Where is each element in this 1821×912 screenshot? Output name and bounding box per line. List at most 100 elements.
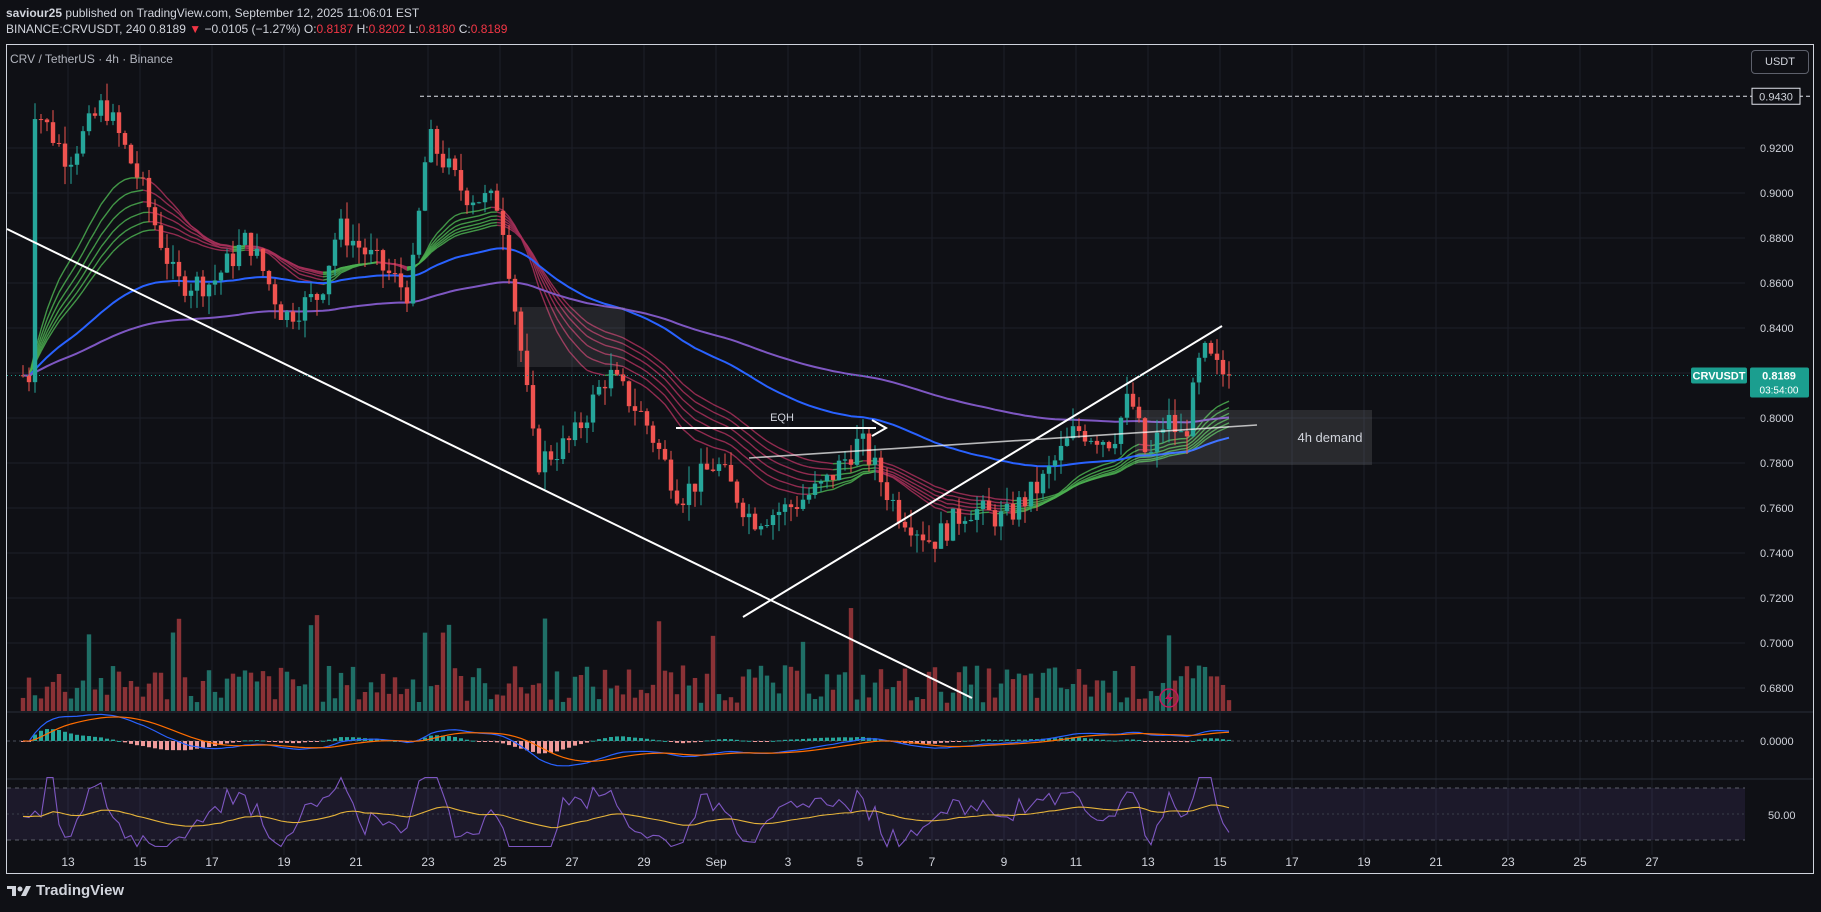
ribbon-segment bbox=[274, 253, 282, 259]
candle-body bbox=[170, 261, 176, 264]
ribbon-segment bbox=[592, 371, 600, 375]
candle-body bbox=[968, 519, 974, 522]
ribbon-segment bbox=[1162, 453, 1170, 457]
candle-body bbox=[884, 482, 890, 501]
macd-histogram-bar bbox=[351, 737, 355, 741]
macd-histogram-bar bbox=[99, 737, 103, 741]
candle-body bbox=[50, 122, 56, 143]
x-tick-label: Sep bbox=[705, 855, 727, 869]
candle-body bbox=[992, 510, 998, 527]
ribbon-segment bbox=[910, 490, 918, 496]
ribbon-segment bbox=[682, 399, 690, 406]
ribbon-segment bbox=[436, 226, 444, 234]
volume-bar bbox=[626, 669, 632, 711]
macd-histogram-bar bbox=[507, 741, 511, 746]
ribbon-segment bbox=[796, 485, 804, 489]
ribbon-segment bbox=[214, 243, 222, 247]
volume-bar bbox=[518, 687, 524, 711]
macd-histogram-bar bbox=[393, 740, 397, 742]
volume-bar bbox=[608, 688, 614, 711]
ribbon-segment bbox=[334, 269, 342, 275]
candle-body bbox=[248, 232, 254, 256]
ribbon-line bbox=[22, 211, 1230, 508]
ribbon-segment bbox=[454, 233, 462, 237]
ribbon-segment bbox=[82, 274, 90, 285]
candle-body bbox=[350, 240, 356, 246]
candle-body bbox=[572, 422, 578, 441]
macd-histogram-bar bbox=[957, 741, 961, 742]
ribbon-segment bbox=[286, 264, 294, 271]
ribbon-segment bbox=[118, 240, 126, 247]
ribbon-segment bbox=[586, 335, 594, 341]
macd-histogram-bar bbox=[279, 741, 283, 743]
macd-histogram-bar bbox=[663, 740, 667, 742]
candle-body bbox=[518, 311, 524, 351]
macd-histogram-bar bbox=[669, 741, 673, 742]
volume-bar bbox=[1220, 684, 1226, 711]
volume-bar bbox=[350, 666, 356, 711]
candle-body bbox=[224, 253, 230, 273]
ribbon-segment bbox=[94, 234, 102, 246]
ribbon-segment bbox=[592, 358, 600, 363]
ribbon-segment bbox=[1192, 434, 1200, 442]
ribbon-segment bbox=[436, 241, 444, 247]
macd-histogram-bar bbox=[465, 739, 469, 741]
ribbon-segment bbox=[1090, 473, 1098, 478]
ribbon-segment bbox=[256, 246, 264, 250]
ribbon-segment bbox=[442, 230, 450, 237]
volume-bar bbox=[710, 635, 716, 711]
ribbon-segment bbox=[712, 437, 720, 441]
ribbon-segment bbox=[724, 433, 732, 438]
volume-bar bbox=[1088, 696, 1094, 711]
ribbon-segment bbox=[130, 202, 138, 207]
ribbon-segment bbox=[1198, 436, 1206, 443]
ribbon-segment bbox=[892, 468, 900, 473]
ribbon-segment bbox=[940, 496, 948, 501]
ribbon-segment bbox=[430, 237, 438, 246]
volume-bar bbox=[572, 676, 578, 711]
volume-bar bbox=[146, 683, 152, 711]
y-tick-label: 0.7800 bbox=[1760, 458, 1794, 470]
ribbon-segment bbox=[736, 432, 744, 439]
ribbon-segment bbox=[88, 231, 96, 243]
x-tick-label: 27 bbox=[1645, 855, 1659, 869]
ribbon-segment bbox=[676, 401, 684, 410]
ribbon-segment bbox=[1054, 493, 1062, 498]
ribbon-segment bbox=[214, 248, 222, 252]
volume-bar bbox=[92, 689, 98, 711]
ribbon-segment bbox=[1048, 494, 1056, 498]
ribbon-segment bbox=[226, 244, 234, 248]
ribbon-segment bbox=[784, 457, 792, 462]
ribbon-segment bbox=[700, 441, 708, 446]
ribbon-segment bbox=[82, 254, 90, 266]
ribbon-segment bbox=[1204, 435, 1212, 441]
ribbon-segment bbox=[460, 225, 468, 229]
macd-histogram-bar bbox=[1107, 740, 1111, 742]
ribbon-segment bbox=[436, 235, 444, 242]
volume-bar bbox=[866, 697, 872, 711]
macd-histogram-bar bbox=[1137, 739, 1141, 741]
macd-histogram-bar bbox=[627, 737, 631, 741]
ribbon-segment bbox=[298, 269, 306, 273]
ribbon-segment bbox=[640, 347, 648, 353]
ribbon-segment bbox=[124, 177, 132, 181]
ribbon-segment bbox=[544, 273, 552, 284]
lightning-icon-bolt bbox=[1165, 691, 1173, 705]
ribbon-segment bbox=[304, 274, 312, 278]
ribbon-segment bbox=[304, 271, 312, 275]
ribbon-segment bbox=[544, 280, 552, 292]
ribbon-segment bbox=[658, 373, 666, 380]
candle-body bbox=[140, 177, 146, 179]
ribbon-segment bbox=[1174, 441, 1182, 445]
ribbon-segment bbox=[196, 234, 204, 240]
ribbon-segment bbox=[460, 211, 468, 215]
volume-bar bbox=[272, 699, 278, 711]
currency-button[interactable]: USDT bbox=[1751, 50, 1809, 74]
volume-bar bbox=[512, 666, 518, 711]
ribbon-segment bbox=[1090, 470, 1098, 475]
ribbon-segment bbox=[574, 343, 582, 352]
ribbon-segment bbox=[892, 464, 900, 469]
macd-histogram-bar bbox=[645, 738, 649, 741]
ribbon-segment bbox=[130, 224, 138, 229]
